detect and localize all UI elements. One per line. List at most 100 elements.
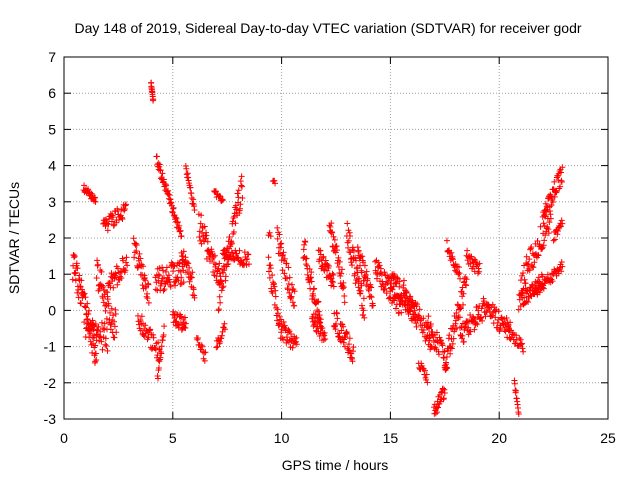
data-point — [331, 236, 338, 243]
data-point — [187, 274, 194, 281]
data-point — [444, 365, 451, 372]
data-point — [201, 223, 208, 230]
data-point — [239, 195, 246, 202]
data-point — [310, 292, 317, 299]
data-point — [316, 319, 323, 326]
data-point — [352, 254, 359, 261]
data-point — [102, 307, 109, 314]
data-point — [474, 270, 481, 277]
data-point — [93, 275, 100, 281]
data-point — [112, 311, 119, 318]
data-point — [110, 214, 117, 221]
data-point — [518, 340, 525, 347]
data-point — [308, 278, 315, 285]
data-point — [407, 304, 414, 311]
data-point — [88, 325, 95, 332]
data-point — [551, 193, 558, 200]
data-point — [525, 260, 532, 267]
data-point — [199, 343, 206, 350]
data-point — [114, 265, 121, 272]
data-point — [79, 294, 86, 301]
data-point — [266, 229, 273, 236]
data-point — [220, 283, 227, 290]
y-tick-label: 7 — [48, 49, 56, 65]
data-point — [186, 264, 193, 271]
data-point — [234, 190, 241, 197]
data-point — [457, 275, 464, 282]
data-point — [140, 263, 147, 270]
data-point — [411, 307, 418, 314]
data-point — [271, 301, 278, 308]
data-point — [541, 213, 548, 220]
data-point — [337, 338, 344, 345]
data-point — [330, 233, 337, 240]
data-point — [324, 261, 331, 268]
data-point — [551, 236, 558, 243]
y-tick-label: -3 — [44, 411, 57, 427]
data-point — [160, 332, 167, 339]
data-point — [332, 326, 339, 333]
data-point — [521, 276, 528, 283]
data-point — [293, 341, 300, 348]
data-point — [328, 220, 335, 227]
data-point — [465, 324, 472, 331]
data-point — [416, 306, 423, 313]
data-point — [339, 266, 346, 273]
data-point — [100, 299, 107, 306]
data-point — [82, 294, 89, 301]
data-point — [518, 341, 525, 348]
data-point — [267, 233, 274, 240]
data-point — [400, 277, 407, 284]
data-point — [238, 173, 245, 180]
data-point — [197, 220, 204, 227]
data-point — [105, 221, 112, 228]
data-point — [218, 278, 225, 285]
x-tick-label: 25 — [600, 430, 616, 446]
data-point — [101, 320, 108, 327]
data-point — [152, 286, 159, 293]
data-point — [345, 346, 352, 353]
data-point — [273, 304, 280, 311]
data-point — [396, 283, 403, 290]
x-tick-label: 20 — [491, 430, 507, 446]
data-point — [113, 219, 120, 226]
data-point — [278, 240, 285, 247]
data-point — [87, 330, 94, 337]
data-point — [368, 294, 375, 301]
data-point — [82, 304, 89, 311]
data-point — [265, 268, 272, 275]
data-point — [80, 291, 87, 298]
data-point — [303, 255, 310, 262]
data-point — [423, 371, 430, 378]
data-point — [349, 262, 356, 269]
data-point — [545, 230, 552, 237]
data-point — [110, 284, 117, 291]
data-point — [69, 276, 76, 283]
data-point — [124, 262, 131, 269]
data-point — [448, 345, 455, 352]
data-point — [156, 161, 163, 168]
data-point — [558, 259, 565, 266]
data-point — [244, 256, 251, 263]
data-point — [219, 269, 226, 276]
data-point — [496, 328, 503, 335]
data-point — [167, 283, 174, 290]
data-point — [217, 299, 224, 306]
y-tick-label: 0 — [48, 302, 56, 318]
data-point — [94, 257, 101, 264]
data-point — [443, 237, 450, 244]
data-point — [420, 326, 427, 333]
data-point — [404, 302, 411, 309]
data-point — [497, 325, 504, 332]
data-point — [225, 261, 232, 268]
data-point — [315, 308, 322, 315]
data-point — [170, 308, 177, 315]
data-point — [421, 367, 428, 374]
data-point — [532, 285, 539, 292]
data-point — [547, 275, 554, 282]
data-point — [520, 285, 527, 292]
data-point — [219, 284, 226, 291]
data-point — [520, 270, 527, 277]
data-point — [311, 285, 318, 292]
data-point — [350, 344, 357, 351]
